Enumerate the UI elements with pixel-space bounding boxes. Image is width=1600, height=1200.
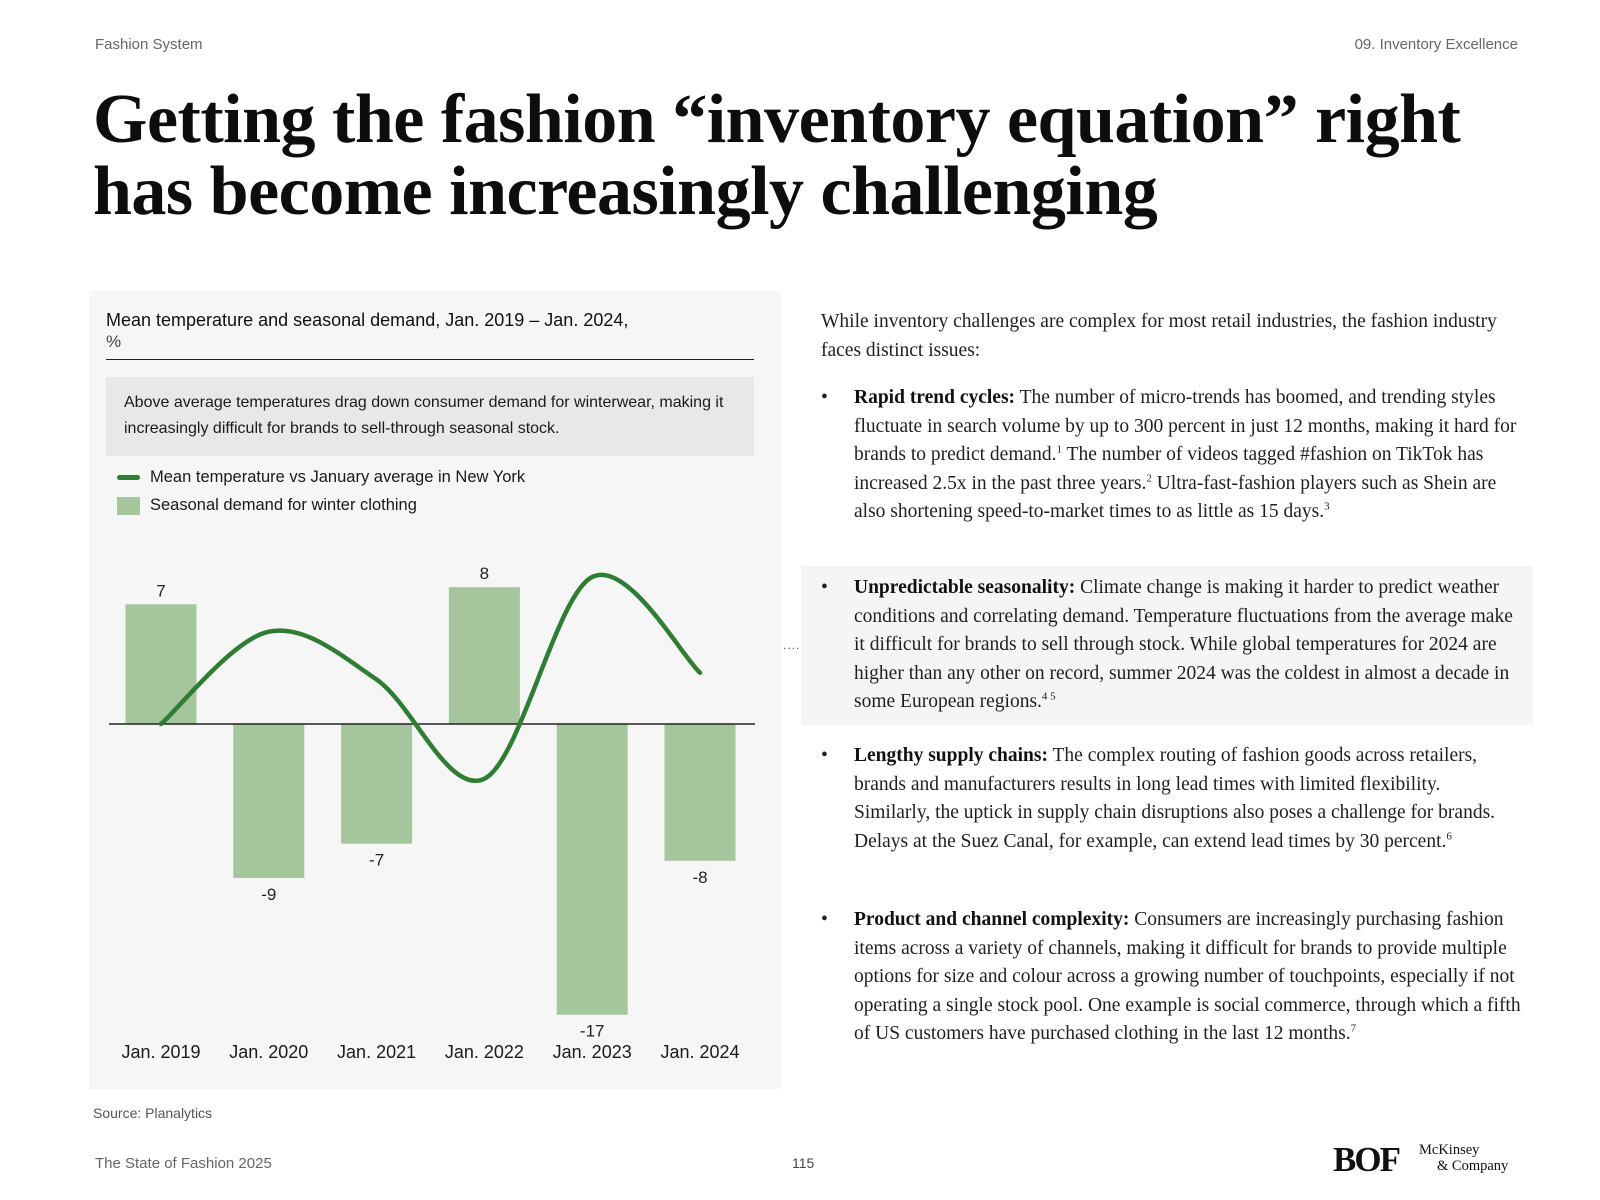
bof-logo: BOF <box>1333 1140 1401 1179</box>
page-number: 115 <box>792 1155 815 1171</box>
bullet-dot: • <box>821 909 828 930</box>
footer-publication: The State of Fashion 2025 <box>95 1155 272 1172</box>
demand-bar <box>448 587 520 724</box>
bullet-text: The number of micro-trends has boomed, a… <box>854 387 1517 465</box>
ellipsis-marker: .... <box>783 638 801 652</box>
chart-title: Mean temperature and seasonal demand, Ja… <box>106 310 629 330</box>
legend-line-swatch <box>117 475 140 480</box>
page-title-line-1: Getting the fashion “inventory equation”… <box>93 81 1461 158</box>
footnote-ref: 6 <box>1446 830 1452 842</box>
section-label: Fashion System <box>95 36 203 53</box>
intro-paragraph: While inventory challenges are complex f… <box>821 311 1497 361</box>
bar-value-label: 7 <box>156 581 165 600</box>
mckinsey-logo: McKinsey & Company <box>1419 1142 1519 1174</box>
legend-label-temperature: Mean temperature vs January average in N… <box>150 468 526 486</box>
bar-value-label: -7 <box>369 851 384 870</box>
chart-callout: Above average temperatures drag down con… <box>106 377 754 456</box>
footnote-ref: 3 <box>1324 500 1330 513</box>
footnote-ref: 1 <box>1056 443 1063 456</box>
x-axis-tick-label: Jan. 2019 <box>121 1042 200 1062</box>
bullet-text: The number of videos tagged #fashion on … <box>854 444 1484 494</box>
bullet-title: Lengthy supply chains: <box>854 745 1048 766</box>
bullet-text: The complex routing of fashion goods acr… <box>854 745 1496 852</box>
page-title: Getting the fashion “inventory equation”… <box>93 84 1493 228</box>
demand-bar <box>341 724 413 844</box>
chart-panel: Mean temperature and seasonal demand, Ja… <box>89 291 781 1089</box>
bar-value-label: -9 <box>261 885 276 904</box>
footnote-ref: 4 5 <box>1041 690 1056 703</box>
chart-title-rule <box>106 359 754 360</box>
demand-bar <box>556 724 628 1015</box>
bullet-product-channel-complexity: • Product and channel complexity: Consum… <box>821 906 1521 1049</box>
footnote-ref: 7 <box>1350 1022 1357 1035</box>
chapter-label: 09. Inventory Excellence <box>1354 36 1518 53</box>
x-axis-tick-label: Jan. 2022 <box>445 1042 524 1062</box>
x-axis-tick-label: Jan. 2024 <box>660 1042 739 1062</box>
footnote-ref: 2 <box>1146 472 1152 484</box>
x-axis-tick-label: Jan. 2020 <box>229 1042 308 1062</box>
page-title-line-2: has become increasingly challenging <box>93 153 1158 230</box>
demand-bar <box>233 724 305 878</box>
bullet-text: Climate change is making it harder to pr… <box>854 577 1513 712</box>
x-axis-tick-label: Jan. 2021 <box>337 1042 416 1062</box>
bar-value-label: -8 <box>692 868 707 887</box>
legend-label-demand: Seasonal demand for winter clothing <box>150 496 417 514</box>
bullet-dot: • <box>821 577 828 598</box>
demand-bar <box>664 724 736 861</box>
mckinsey-logo-line-1: McKinsey <box>1419 1142 1480 1158</box>
legend-item-temperature: Mean temperature vs January average in N… <box>117 468 525 487</box>
bar-value-label: 8 <box>480 564 489 583</box>
demand-bar <box>125 604 197 724</box>
chart-source: Source: Planalytics <box>93 1105 213 1121</box>
bullet-title: Rapid trend cycles: <box>854 387 1016 408</box>
x-axis-tick-label: Jan. 2023 <box>553 1042 632 1062</box>
bullet-unpredictable-seasonality: • Unpredictable seasonality: Climate cha… <box>801 566 1533 725</box>
bullet-rapid-trend-cycles: • Rapid trend cycles: The number of micr… <box>821 384 1521 527</box>
chart-unit: % <box>106 332 122 351</box>
bullet-dot: • <box>821 387 828 408</box>
temperature-line <box>158 572 703 784</box>
chart-svg: 7 -9 -7 8 -17 -8 Jan. 2019 Jan. 2020 Jan. 2021 Ja… <box>109 564 755 1062</box>
bullet-text: Consumers are increasingly purchasing fa… <box>854 909 1521 1044</box>
bullet-title: Product and channel complexity: <box>854 909 1130 930</box>
legend-item-demand: Seasonal demand for winter clothing <box>117 496 417 515</box>
bullet-title: Unpredictable seasonality: <box>854 577 1076 598</box>
mckinsey-logo-line-2: & Company <box>1437 1158 1509 1174</box>
bullet-lengthy-supply-chains: • Lengthy supply chains: The complex rou… <box>821 742 1521 856</box>
bullet-dot: • <box>821 745 828 766</box>
bar-value-label: -17 <box>580 1022 605 1041</box>
legend-bar-swatch <box>117 496 140 515</box>
bullet-text: Ultra-fast-fashion players such as Shein… <box>854 472 1497 523</box>
